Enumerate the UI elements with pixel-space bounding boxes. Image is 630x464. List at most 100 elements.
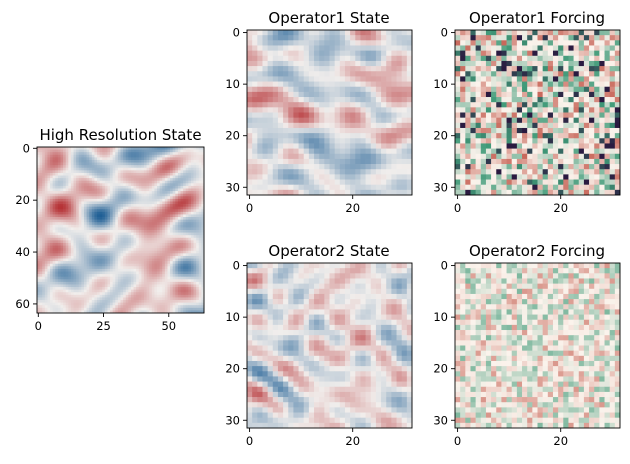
heatmap-cell [55,271,59,275]
heatmap-cell [159,175,163,179]
heatmap-cell [406,30,413,36]
heatmap-cell [70,263,74,267]
heatmap-cell [47,185,51,189]
heatmap-cell [198,242,202,246]
heatmap-cell [185,294,189,298]
heatmap-cell [262,45,268,51]
heatmap-cell [97,193,100,197]
heatmap-cell [102,292,106,296]
heatmap-cell [314,86,320,93]
heatmap-cell [52,235,56,239]
heatmap-cell [115,297,119,301]
heatmap-cell [175,240,179,244]
heatmap-cell [130,237,134,241]
heatmap-cell [104,307,108,311]
heatmap-cell [154,289,158,293]
heatmap-cell [115,310,119,314]
heatmap-cell [339,153,346,160]
heatmap-cell [94,214,98,218]
heatmap-cell [112,276,116,280]
heatmap-cell [78,279,82,283]
heatmap-cell [180,209,184,213]
heatmap-cell [138,188,142,192]
heatmap-cell [172,300,176,303]
heatmap-cell [73,198,77,202]
heatmap-cell [60,266,64,270]
heatmap-cell [110,154,114,158]
heatmap-cell [375,158,382,165]
heatmap-cell [115,149,119,153]
heatmap-cell [42,188,46,192]
heatmap-cell [94,154,98,158]
heatmap-cell [149,185,153,189]
heatmap-cell [339,122,346,129]
heatmap-cell [91,287,95,290]
heatmap-cell [117,147,121,150]
heatmap-cell [185,209,189,213]
heatmap-cell [63,149,67,153]
heatmap-cell [117,159,121,163]
heatmap-cell [97,170,100,174]
heatmap-cell [86,219,90,223]
heatmap-cell [97,232,100,236]
heatmap-cell [83,274,87,278]
heatmap-cell [262,102,268,108]
heatmap-cell [120,271,124,275]
heatmap-cell [52,224,56,228]
heatmap-cell [193,201,197,205]
heatmap-cell [44,185,48,189]
heatmap-cell [401,40,408,46]
heatmap-cell [138,242,142,246]
heatmap-cell [123,162,127,166]
heatmap-cell [63,310,67,314]
heatmap-cell [94,245,98,249]
heatmap-cell [57,307,61,311]
heatmap-cell [157,297,160,301]
heatmap-cell [190,271,194,275]
heatmap-cell [73,157,77,161]
heatmap-cell [63,206,67,210]
heatmap-cell [55,201,59,205]
heatmap-cell [157,253,160,257]
heatmap-cell [130,307,134,311]
heatmap-cell [52,206,56,210]
heatmap-cell [63,178,67,182]
heatmap-cell [193,170,197,174]
heatmap-cell [170,307,174,311]
heatmap-cell [133,255,137,259]
heatmap-cell [381,35,387,41]
heatmap-cell [110,211,114,215]
heatmap-cell [283,112,289,119]
heatmap-cell [117,198,121,202]
heatmap-cell [154,219,158,223]
heatmap-cell [117,209,121,213]
heatmap-cell [120,258,124,262]
heatmap-cell [52,175,56,179]
heatmap-cell [154,196,158,200]
heatmap-cell [97,242,100,246]
heatmap-cell [149,211,153,215]
heatmap-cell [267,169,274,175]
heatmap-cell [257,35,263,41]
heatmap-cell [350,138,356,144]
heatmap-cell [157,196,160,200]
heatmap-cell [262,86,268,93]
heatmap-cell [141,276,145,280]
heatmap-cell [138,147,142,150]
heatmap-cell [370,60,377,67]
heatmap-cell [252,60,258,67]
heatmap-cell [143,201,147,205]
heatmap-cell [97,230,100,233]
heatmap-cell [138,248,142,252]
heatmap-cell [123,178,127,182]
y-tick-label: 0 [23,141,30,155]
heatmap-cell [50,307,54,311]
heatmap-cell [257,91,263,98]
heatmap-cell [102,191,106,195]
heatmap-cell [86,183,90,187]
heatmap-cell [42,271,46,275]
heatmap-cell [149,235,153,239]
heatmap-cell [55,279,59,283]
heatmap-cell [157,279,160,283]
